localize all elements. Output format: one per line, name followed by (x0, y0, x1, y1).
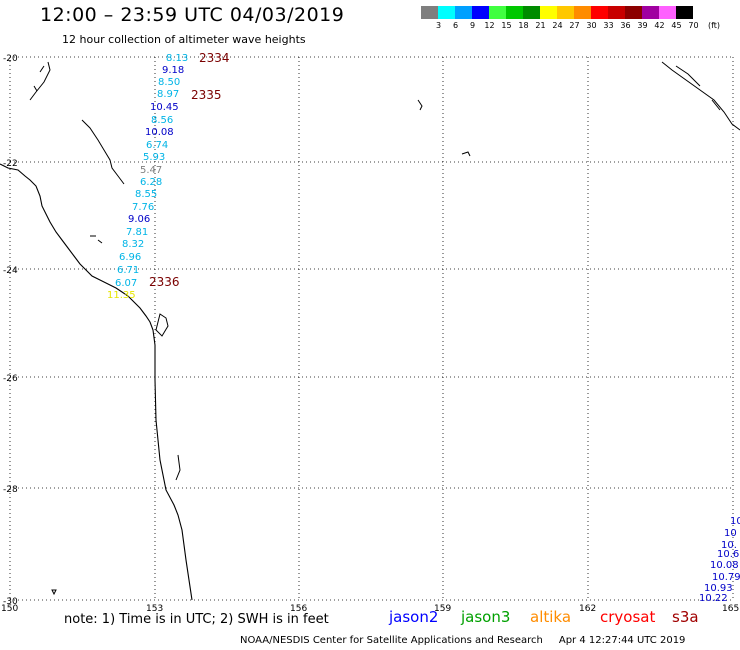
legend-label: 27 (569, 21, 580, 30)
wave-height-label: 6.74 (146, 140, 168, 151)
wave-height-label: 8.55 (135, 189, 157, 200)
color-legend: 3 6 9 12 15 18 21 24 27 30 33 36 39 42 45 70 (ft) (421, 6, 720, 31)
australia-coastline (0, 163, 193, 601)
legend-label: 36 (620, 21, 631, 30)
longitude-label: 162 (579, 604, 596, 614)
edge-wave-height-label: 10. (721, 540, 737, 551)
fraser-island (155, 313, 169, 337)
legend-label: 45 (671, 21, 682, 30)
wave-height-label: 8.97 (157, 89, 179, 100)
legend-swatch (642, 6, 659, 19)
islands (33, 65, 471, 244)
track-number-label: 2334 (199, 51, 230, 65)
latitude-label: -30 (3, 597, 18, 607)
wave-height-label: 8.13 (166, 53, 188, 64)
legend-label: 30 (586, 21, 597, 30)
wave-height-label: 11.35 (107, 290, 136, 301)
legend-label: 39 (637, 21, 648, 30)
satellite-cryosat: cryosat (600, 608, 656, 626)
legend-swatch (506, 6, 523, 19)
wave-height-label: 7.81 (126, 227, 148, 238)
longitude-label: 156 (290, 604, 307, 614)
longitude-label: 159 (434, 604, 451, 614)
legend-label: 12 (484, 21, 495, 30)
legend-label: 42 (654, 21, 665, 30)
latitude-label: -28 (3, 485, 18, 495)
edge-wave-height-label: 10.79 (712, 572, 740, 583)
legend-swatch (591, 6, 608, 19)
legend-swatch (455, 6, 472, 19)
edge-wave-height-label: 10.22 (699, 593, 728, 604)
legend-label: 70 (688, 21, 699, 30)
edge-wave-height-label: 10.08 (710, 560, 739, 571)
legend-swatch (574, 6, 591, 19)
legend-unit: (ft) (707, 21, 721, 30)
latitude-label: -22 (3, 159, 18, 169)
legend-label: 18 (518, 21, 529, 30)
legend-swatch (489, 6, 506, 19)
satellite-altika: altika (530, 608, 572, 626)
satellite-s3a: s3a (672, 608, 699, 626)
track-number-label: 2336 (149, 275, 180, 289)
legend-labels: 3 6 9 12 15 18 21 24 27 30 33 36 39 42 45 70 (ft) (421, 19, 720, 31)
satellite-jason2: jason2 (389, 608, 439, 626)
credit-text: NOAA/NESDIS Center for Satellite Applica… (240, 635, 543, 646)
edge-wave-height-label: 10.6 (717, 549, 739, 560)
edge-wave-height-label: 10.93 (704, 583, 733, 594)
longitude-label: 150 (1, 604, 18, 614)
wave-height-label: 6.28 (140, 177, 162, 188)
legend-label: 33 (603, 21, 614, 30)
legend-swatch (421, 6, 438, 19)
edge-wave-height-label: 10 (724, 528, 737, 539)
legend-label: 9 (469, 21, 476, 30)
wave-height-label: 10.45 (150, 102, 179, 113)
legend-swatch (608, 6, 625, 19)
wave-height-label: 9.18 (162, 65, 184, 76)
new-caledonia-coast (661, 61, 740, 131)
legend-swatch (625, 6, 642, 19)
wave-height-label: 6.07 (115, 278, 137, 289)
track-number-label: 2335 (191, 88, 222, 102)
latitude-label: -26 (3, 374, 18, 384)
moreton-island (175, 454, 181, 481)
edge-wave-height-label: 10 (730, 516, 740, 527)
wave-height-label: 6.71 (117, 265, 139, 276)
chart-subtitle: 12 hour collection of altimeter wave hei… (62, 33, 306, 46)
footer-note: note: 1) Time is in UTC; 2) SWH is in fe… (64, 612, 329, 627)
legend-label: 24 (552, 21, 563, 30)
legend-swatch (523, 6, 540, 19)
legend-swatches (421, 6, 693, 19)
wave-height-label: 8.56 (151, 115, 173, 126)
legend-label: 3 (435, 21, 442, 30)
wave-height-label: 5.47 (140, 165, 162, 176)
wave-height-label: 10.08 (145, 127, 174, 138)
satellite-jason3: jason3 (461, 608, 511, 626)
legend-swatch (659, 6, 676, 19)
legend-label: 15 (501, 21, 512, 30)
wave-height-label: 5.93 (143, 152, 165, 163)
latitude-label: -24 (3, 266, 18, 276)
timestamp: Apr 4 12:27:44 UTC 2019 (558, 635, 686, 646)
legend-swatch (438, 6, 455, 19)
legend-label: 21 (535, 21, 546, 30)
wave-height-label: 6.96 (119, 252, 141, 263)
coastline-north (29, 61, 125, 185)
latitude-label: -20 (3, 54, 18, 64)
wave-height-label: 9.06 (128, 214, 150, 225)
marker-symbol (51, 589, 57, 596)
longitude-label: 165 (722, 604, 739, 614)
legend-swatch (676, 6, 693, 19)
wave-height-label: 8.50 (158, 77, 180, 88)
wave-height-label: 8.32 (122, 239, 144, 250)
legend-swatch (540, 6, 557, 19)
legend-swatch (472, 6, 489, 19)
chart-title: 12:00 – 23:59 UTC 04/03/2019 (40, 4, 345, 26)
legend-swatch (557, 6, 574, 19)
longitude-label: 153 (146, 604, 163, 614)
wave-height-label: 7.76 (132, 202, 154, 213)
legend-label: 6 (452, 21, 459, 30)
credit-line: NOAA/NESDIS Center for Satellite Applica… (240, 635, 685, 646)
